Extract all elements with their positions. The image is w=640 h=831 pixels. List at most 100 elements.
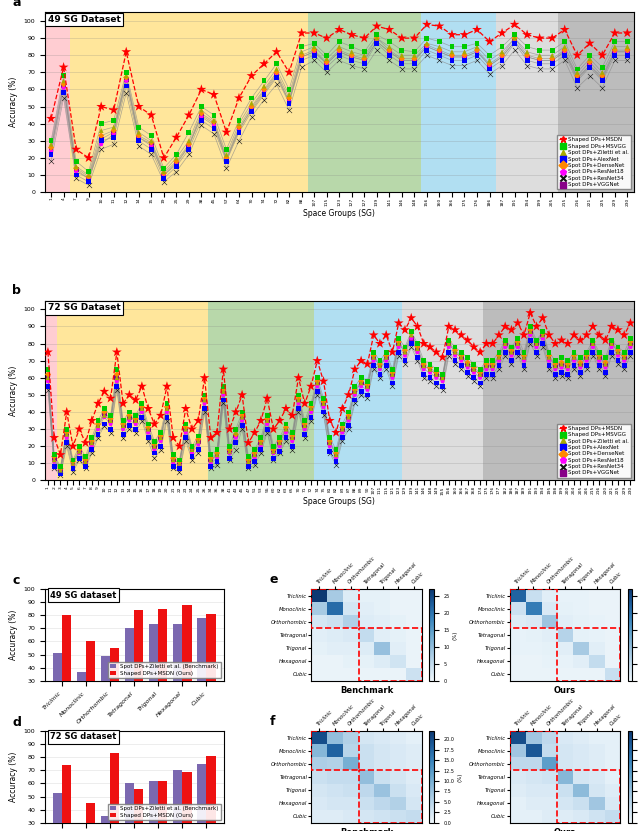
- Point: [559, 48, 570, 61]
- Point: [468, 341, 479, 354]
- Point: [337, 431, 348, 445]
- Point: [49, 450, 60, 463]
- Bar: [173, 624, 182, 720]
- Point: [460, 28, 470, 42]
- Point: [58, 61, 68, 74]
- Point: [331, 426, 341, 440]
- Point: [268, 451, 278, 465]
- Point: [137, 402, 147, 416]
- Point: [231, 406, 241, 419]
- Point: [600, 357, 611, 371]
- Point: [68, 459, 78, 472]
- Point: [431, 366, 442, 379]
- Point: [300, 431, 310, 445]
- Point: [622, 35, 632, 48]
- Point: [412, 320, 422, 333]
- Point: [406, 325, 417, 338]
- Point: [172, 158, 182, 171]
- Point: [369, 346, 379, 359]
- Point: [494, 328, 504, 342]
- Point: [381, 351, 391, 364]
- Point: [162, 406, 172, 419]
- X-axis label: Benchmark: Benchmark: [340, 829, 394, 831]
- Bar: [110, 754, 120, 831]
- Point: [397, 57, 407, 71]
- Point: [472, 40, 482, 53]
- Point: [243, 455, 253, 469]
- Point: [74, 451, 84, 465]
- Point: [46, 134, 56, 147]
- Point: [375, 354, 385, 367]
- Point: [281, 417, 291, 430]
- Point: [582, 359, 592, 372]
- Point: [509, 17, 520, 31]
- Point: [435, 19, 445, 32]
- Point: [406, 312, 417, 325]
- Point: [513, 337, 523, 350]
- Point: [437, 371, 447, 385]
- Point: [494, 354, 504, 367]
- Point: [306, 411, 316, 424]
- Point: [509, 32, 520, 45]
- Point: [556, 356, 566, 369]
- Point: [121, 74, 131, 87]
- Point: [58, 74, 68, 87]
- Bar: [101, 816, 110, 831]
- Point: [625, 341, 636, 354]
- Point: [584, 59, 595, 72]
- Point: [187, 446, 197, 460]
- Point: [337, 426, 348, 440]
- Point: [180, 422, 191, 435]
- Point: [468, 366, 479, 379]
- Point: [619, 346, 629, 359]
- Point: [84, 170, 94, 184]
- Point: [400, 357, 410, 371]
- Point: [563, 357, 573, 371]
- Point: [531, 341, 541, 354]
- Point: [400, 344, 410, 357]
- Point: [425, 371, 435, 385]
- Point: [246, 105, 257, 118]
- Point: [600, 356, 611, 369]
- Point: [347, 59, 357, 72]
- Point: [293, 406, 303, 419]
- Point: [481, 357, 492, 371]
- Point: [293, 402, 303, 416]
- Point: [456, 349, 467, 362]
- Point: [425, 361, 435, 374]
- Point: [538, 325, 548, 338]
- Point: [431, 368, 442, 381]
- Point: [86, 436, 97, 450]
- Point: [96, 100, 106, 113]
- Point: [49, 460, 60, 474]
- Point: [319, 406, 329, 419]
- Point: [324, 436, 335, 450]
- Point: [538, 328, 548, 342]
- Point: [324, 436, 335, 450]
- Point: [134, 120, 144, 134]
- Bar: [173, 770, 182, 831]
- Point: [293, 391, 303, 405]
- Point: [159, 161, 169, 175]
- Point: [187, 453, 197, 466]
- Point: [468, 357, 479, 371]
- Point: [231, 426, 241, 440]
- Point: [84, 169, 94, 182]
- Point: [225, 422, 235, 435]
- Point: [49, 455, 60, 469]
- Point: [444, 341, 454, 354]
- Point: [331, 446, 341, 460]
- Point: [146, 140, 156, 153]
- Point: [306, 401, 316, 414]
- Point: [281, 402, 291, 416]
- Point: [559, 43, 570, 57]
- Point: [275, 436, 285, 450]
- Point: [500, 335, 510, 348]
- Point: [359, 57, 369, 71]
- Point: [559, 45, 570, 58]
- Point: [613, 341, 623, 354]
- Point: [613, 349, 623, 362]
- Point: [156, 440, 166, 453]
- Point: [196, 103, 207, 116]
- Point: [172, 156, 182, 170]
